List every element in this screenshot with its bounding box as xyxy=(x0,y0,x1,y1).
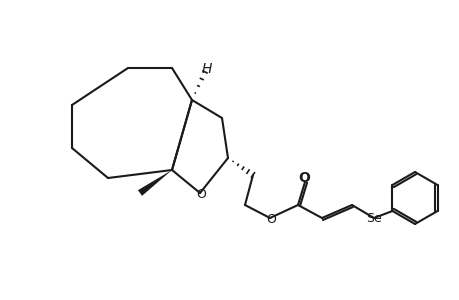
Text: Se: Se xyxy=(365,212,381,226)
Text: O: O xyxy=(265,214,275,226)
Text: O: O xyxy=(196,188,206,202)
Text: O: O xyxy=(297,171,309,185)
Polygon shape xyxy=(138,170,172,196)
Text: H: H xyxy=(202,62,212,76)
